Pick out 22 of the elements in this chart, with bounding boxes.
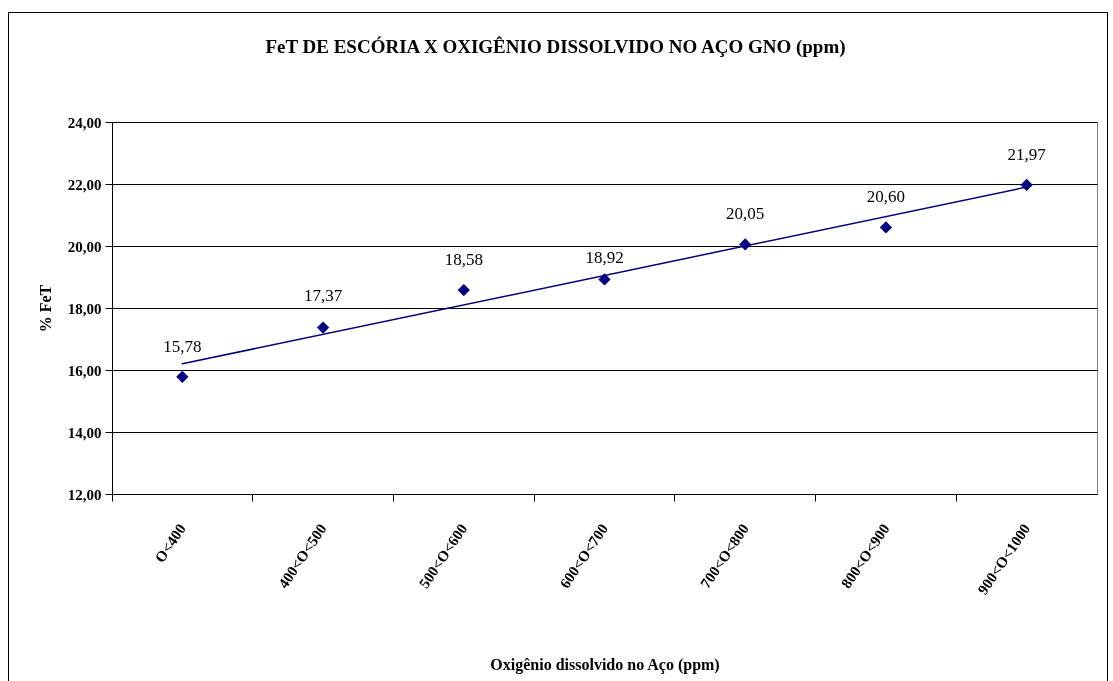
data-label: 15,78 — [163, 336, 202, 356]
y-tick-label: 16,00 — [67, 362, 102, 379]
y-tick-label: 18,00 — [67, 300, 102, 317]
point — [457, 283, 470, 297]
data-label: 17,37 — [303, 285, 343, 305]
data-label: 20,05 — [726, 204, 765, 224]
point — [598, 273, 611, 286]
data-label: 21,97 — [1007, 144, 1047, 164]
y-tick-label: 20,00 — [67, 238, 102, 255]
y-tick-label: 14,00 — [67, 424, 102, 441]
y-tick-label: 24,00 — [67, 114, 102, 131]
point — [176, 370, 189, 383]
y-axis-title: % FeT — [36, 284, 54, 333]
y-tick-label: 22,00 — [67, 176, 102, 193]
data-label: 18,58 — [444, 250, 483, 270]
data-label: 18,92 — [585, 248, 624, 268]
chart-title: FeT DE ESCÓRIA X OXIGÊNIO DISSOLVIDO NO AÇO GNO (ppm) — [265, 36, 846, 58]
point — [879, 221, 893, 234]
point — [316, 321, 330, 334]
y-tick-label: 12,00 — [67, 486, 102, 503]
x-axis-title: Oxigênio dissolvido no Aço (ppm) — [490, 656, 720, 675]
data-label: 20,60 — [866, 187, 906, 207]
